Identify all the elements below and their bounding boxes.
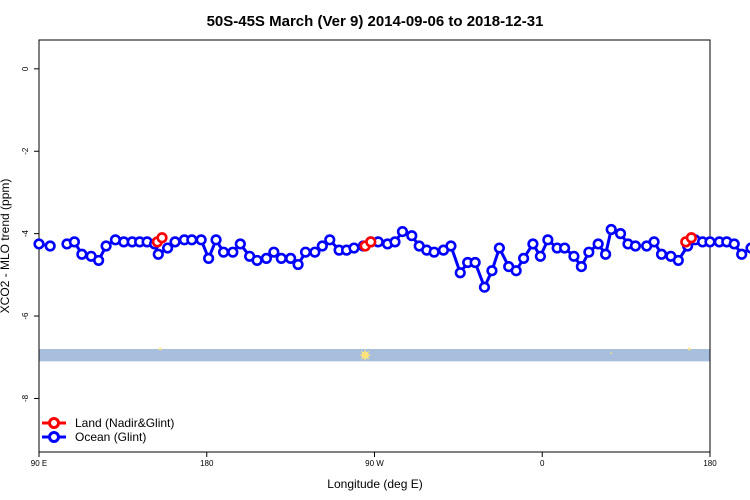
data-point-ocean-1-12	[152, 248, 164, 260]
data-point-ocean-1-19	[210, 234, 222, 246]
y-tick-label-0: 0	[21, 66, 30, 71]
data-point-ocean-1-60	[542, 234, 554, 246]
data-point-ocean-1-48	[445, 240, 457, 252]
data-point-ocean-1-54	[493, 242, 505, 254]
data-point-ocean-1-1	[68, 236, 81, 248]
marker-1	[359, 349, 372, 362]
data-point-ocean-2-13	[745, 242, 750, 254]
data-point-ocean-1-33	[324, 234, 336, 246]
data-point-ocean-1-56	[510, 265, 522, 277]
data-point-ocean-1-17	[195, 234, 207, 246]
data-point-ocean-1-30	[299, 246, 312, 258]
data-point-ocean-1-31	[309, 246, 321, 258]
data-point-ocean-2-2	[655, 248, 668, 260]
data-point-ocean-1-65	[583, 246, 595, 258]
data-point-ocean-1-57	[518, 252, 530, 264]
data-point-ocean-2-11	[728, 238, 740, 250]
data-point-ocean-1-62	[559, 242, 571, 254]
y-axis: 0 -2 -4 -6 -8	[21, 66, 39, 402]
y-tick-label-3: -6	[21, 312, 30, 320]
x-tick-label-2: 90 W	[365, 459, 384, 468]
data-point-ocean-1-18	[203, 252, 215, 264]
y-tick-label-1: -2	[21, 147, 30, 155]
data-point-ocean-1-24	[251, 254, 263, 267]
x-axis: 90 E 180 90 W 0 180	[31, 452, 717, 468]
data-point-ocean-2-4	[672, 254, 684, 267]
data-point-ocean-1-2	[76, 248, 88, 260]
x-tick-label-1: 180	[200, 459, 214, 468]
data-point-ocean-1-71	[629, 240, 642, 252]
data-point-ocean-1-36	[348, 242, 360, 254]
data-point-ocean-0-1	[44, 240, 56, 252]
data-point-ocean-1-4	[93, 254, 105, 267]
legend-marker-ocean	[48, 431, 60, 443]
data-point-ocean-1-25	[260, 252, 272, 264]
data-point-land-2-1	[685, 232, 697, 244]
data-point-ocean-1-67	[600, 248, 612, 260]
data-point-ocean-1-43	[406, 230, 418, 242]
data-point-ocean-2-12	[736, 248, 748, 260]
data-point-ocean-1-51	[469, 256, 481, 269]
data-point-ocean-1-52	[478, 281, 491, 293]
data-point-ocean-0-0	[33, 238, 45, 250]
x-axis-label: Longitude (deg E)	[327, 477, 422, 491]
data-point-ocean-1-58	[527, 238, 539, 250]
data-point-ocean-1-59	[534, 250, 546, 262]
data-point-ocean-1-41	[389, 236, 401, 248]
data-point-ocean-1-21	[227, 246, 239, 258]
legend-label-ocean: Ocean (Glint)	[75, 430, 146, 444]
data-point-ocean-1-69	[614, 228, 627, 240]
data-point-ocean-2-8	[704, 236, 716, 248]
data-point-ocean-1-29	[292, 258, 304, 271]
data-point-ocean-1-53	[486, 265, 498, 277]
x-tick-label-3: 0	[540, 459, 545, 468]
marker-2	[610, 351, 613, 355]
y-axis-label: XCO2 - MLO trend (ppm)	[0, 179, 12, 314]
data-point-ocean-1-32	[316, 240, 328, 252]
data-point-ocean-1-5	[100, 240, 112, 252]
data-point-ocean-1-22	[234, 238, 246, 250]
series-layer	[33, 223, 750, 293]
data-point-ocean-1-16	[186, 234, 198, 246]
data-point-ocean-1-26	[268, 246, 280, 258]
marker-3	[687, 347, 692, 351]
legend-marker-land	[48, 417, 60, 429]
data-point-ocean-1-46	[428, 246, 440, 258]
data-point-ocean-1-13	[162, 242, 174, 254]
data-point-ocean-2-1	[648, 236, 660, 248]
data-point-land-0-1	[156, 232, 168, 244]
data-point-ocean-1-42	[396, 225, 409, 238]
data-point-land-1-1	[365, 236, 377, 248]
data-point-ocean-1-49	[454, 267, 466, 279]
y-tick-label-2: -4	[21, 230, 30, 238]
data-band	[39, 349, 710, 362]
data-point-ocean-1-20	[217, 246, 230, 258]
marker-0	[158, 347, 163, 351]
data-point-ocean-1-14	[169, 236, 181, 248]
band-layer	[39, 349, 710, 362]
x-tick-label-0: 90 E	[31, 459, 47, 468]
data-point-ocean-1-63	[568, 250, 580, 262]
chart-title: 50S-45S March (Ver 9) 2014-09-06 to 2018…	[207, 13, 544, 30]
data-point-ocean-1-66	[592, 238, 604, 250]
legend: Land (Nadir&Glint) Ocean (Glint)	[42, 416, 174, 444]
data-point-ocean-1-27	[275, 252, 287, 264]
x-tick-label-4: 180	[703, 459, 717, 468]
marker-layer	[158, 347, 692, 362]
data-point-ocean-1-28	[285, 252, 297, 264]
y-tick-label-4: -8	[21, 394, 30, 402]
data-point-ocean-1-68	[605, 223, 617, 236]
data-point-ocean-1-64	[575, 261, 587, 273]
legend-label-land: Land (Nadir&Glint)	[75, 416, 174, 430]
